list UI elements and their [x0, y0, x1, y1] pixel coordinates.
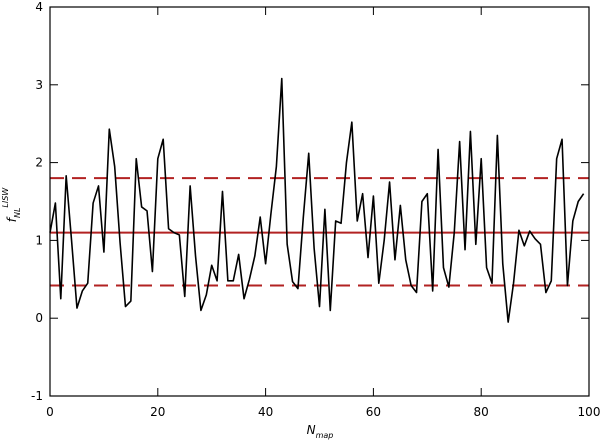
x-label-sub: map — [316, 431, 334, 440]
x-tick-label: 60 — [366, 405, 381, 419]
x-tick-label: 40 — [258, 405, 273, 419]
plot-frame — [49, 6, 590, 397]
x-tick-label: 100 — [578, 405, 600, 419]
x-tick-label: 0 — [46, 405, 54, 419]
y-tick-label: 1 — [35, 233, 43, 247]
x-tick-label: 80 — [474, 405, 489, 419]
y-tick-label: 3 — [35, 78, 43, 92]
y-label-sup: LISW — [1, 187, 10, 208]
y-label-sub: NL — [13, 208, 22, 218]
y-label-base: f — [5, 216, 19, 222]
y-axis-label: fNLLISW — [1, 187, 22, 223]
y-tick-label: 0 — [35, 311, 43, 325]
x-tick-label: 20 — [150, 405, 165, 419]
y-tick-label: 4 — [35, 0, 43, 14]
y-tick-label: -1 — [31, 389, 43, 403]
x-axis-label: Nmap — [307, 423, 334, 440]
y-tick-label: 2 — [35, 156, 43, 170]
data-line — [49, 77, 585, 323]
x-label-base: N — [307, 423, 316, 437]
